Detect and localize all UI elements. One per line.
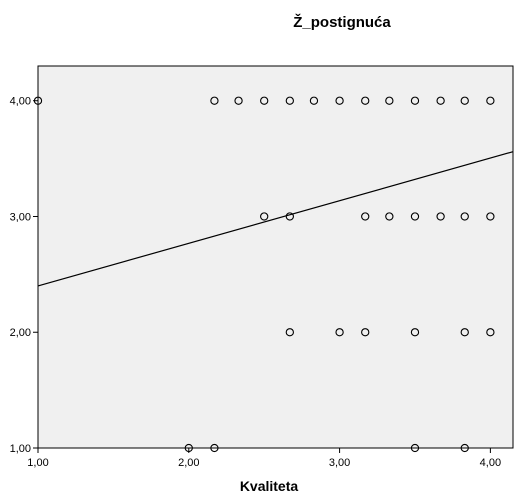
data-point <box>234 96 243 105</box>
x-axis-ticks: 1,00 2,00 3,00 4,00 <box>27 448 501 469</box>
data-point <box>410 328 420 337</box>
y-tick-label: 4,00 <box>10 96 31 108</box>
data-point <box>460 328 469 337</box>
data-point <box>460 96 469 105</box>
data-point <box>210 443 219 453</box>
x-tick-label: 3,00 <box>329 457 350 469</box>
data-point <box>361 96 370 105</box>
data-point <box>385 96 394 105</box>
data-point <box>285 212 294 221</box>
data-point <box>410 212 420 221</box>
data-point <box>436 212 445 221</box>
x-tick-label: 2,00 <box>178 457 199 469</box>
y-tick-label: 2,00 <box>10 327 31 339</box>
data-point <box>385 212 394 221</box>
data-point <box>285 328 294 337</box>
data-point <box>361 212 370 221</box>
y-axis-ticks: 1,00 2,00 3,00 4,00 <box>10 96 38 455</box>
data-point <box>486 212 495 221</box>
y-tick-label: 3,00 <box>10 211 31 223</box>
chart-title: Ž_postignuća <box>293 13 391 31</box>
x-tick-label: 4,00 <box>480 457 501 469</box>
data-point <box>260 96 269 105</box>
data-point <box>436 96 445 105</box>
fit-line-group <box>37 151 514 287</box>
data-point <box>410 443 420 453</box>
data-point <box>335 96 344 105</box>
data-point <box>335 328 344 337</box>
x-axis-label: Kvaliteta <box>240 478 299 494</box>
data-point <box>361 328 370 337</box>
data-point <box>285 96 294 105</box>
data-point <box>486 328 495 337</box>
data-point <box>309 96 319 105</box>
data-point <box>210 96 219 105</box>
data-point <box>260 212 269 221</box>
data-points <box>33 96 495 453</box>
fit-line <box>37 151 514 287</box>
data-point <box>486 96 495 105</box>
x-tick-label: 1,00 <box>27 457 48 469</box>
data-point <box>460 212 469 221</box>
data-point <box>410 96 420 105</box>
y-tick-label: 1,00 <box>10 443 31 455</box>
plot-area <box>37 65 514 449</box>
data-point <box>460 443 469 453</box>
